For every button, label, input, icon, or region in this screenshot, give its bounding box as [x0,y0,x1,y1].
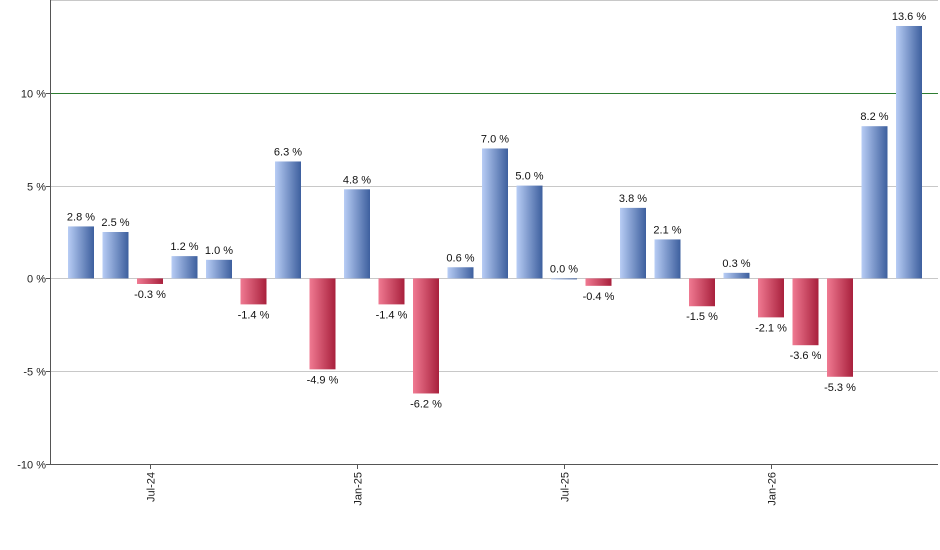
value-label-10: -6.2 % [410,398,442,410]
y-tick-label-0: 10 % [21,89,46,101]
value-label-5: -1.4 % [238,309,270,321]
bar-0 [68,226,94,279]
bar-12 [482,148,508,279]
bar-10 [413,278,439,394]
bar-4 [206,259,232,279]
bars [68,25,922,394]
axes: 10 % 5 % 0 % -5 % -10 % Jul-24 Jan-25 Jul-25 Jan… [17,0,938,506]
bar-15 [585,278,612,286]
bar-8 [344,189,370,279]
bar-13 [516,185,543,279]
value-label-13: 5.0 % [515,171,543,183]
value-label-17: 2.1 % [653,224,681,236]
bar-6 [275,161,301,279]
bar-5 [240,278,267,305]
value-label-9: -1.4 % [376,309,408,321]
value-label-6: 6.3 % [274,146,302,158]
value-label-14: 0.0 % [550,263,578,275]
value-label-11: 0.6 % [446,252,474,264]
y-tick-label-2: 0 % [27,274,46,286]
value-label-23: 8.2 % [860,111,888,123]
y-tick-label-4: -10 % [17,460,46,472]
value-label-2: -0.3 % [134,289,166,301]
value-label-21: -3.6 % [790,350,822,362]
bar-16 [620,207,646,279]
value-label-18: -1.5 % [686,311,718,323]
bar-9 [378,278,405,305]
bar-14 [551,278,577,280]
bar-24 [896,25,922,279]
value-label-20: -2.1 % [755,322,787,334]
bar-20 [758,278,784,318]
x-tick-label-3: Jan-26 [767,472,779,506]
value-label-0: 2.8 % [67,211,95,223]
bar-7 [309,278,336,370]
value-label-8: 4.8 % [343,174,371,186]
value-label-15: -0.4 % [583,291,615,303]
bar-18 [689,278,715,307]
value-label-19: 0.3 % [722,258,750,270]
value-label-4: 1.0 % [205,245,233,257]
value-label-3: 1.2 % [170,241,198,253]
bar-11 [447,267,474,279]
bar-17 [654,239,681,279]
bar-22 [827,278,853,377]
y-tick-label-3: -5 % [23,367,46,379]
value-label-12: 7.0 % [481,133,509,145]
x-tick-label-1: Jan-25 [353,472,365,506]
bar-21 [792,278,819,346]
bar-1 [102,232,129,279]
bar-19 [723,272,750,279]
value-label-24: 13.6 % [892,11,926,23]
value-label-7: -4.9 % [307,374,339,386]
value-labels: 2.8 % 2.5 % -0.3 % 1.2 % 1.0 % -1.4 % 6.3 % -4.… [67,11,926,410]
value-label-16: 3.8 % [619,193,647,205]
value-label-22: -5.3 % [824,382,856,394]
value-label-1: 2.5 % [101,217,129,229]
bar-2 [137,278,163,284]
bar-23 [861,126,888,279]
x-tick-label-2: Jul-25 [560,472,572,502]
bar-3 [171,256,198,279]
x-tick-label-0: Jul-24 [146,472,158,502]
y-tick-label-1: 5 % [27,182,46,194]
